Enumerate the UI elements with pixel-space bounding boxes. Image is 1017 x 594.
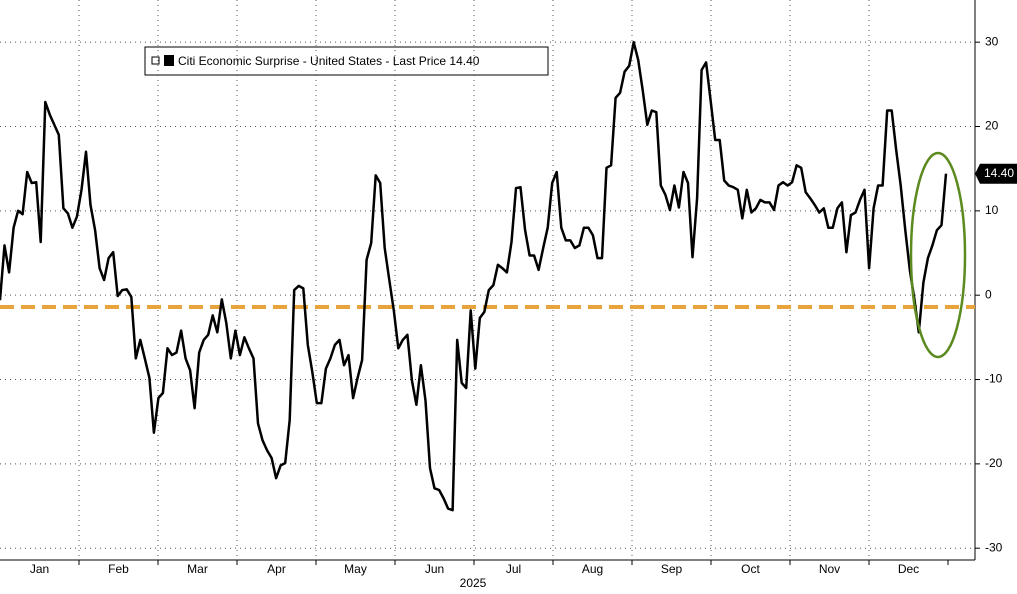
y-tick-label: -20 [985,456,1003,470]
x-tick-label: Nov [819,562,840,576]
annotation-ellipse [909,151,967,359]
last-price-label: 14.40 [984,166,1014,180]
x-tick-label: Jan [30,562,49,576]
legend-box [144,46,549,76]
legend-swatch [164,55,174,66]
legend-icon [151,56,160,65]
year-label: 2025 [460,576,487,590]
x-tick-label: Dec [898,562,919,576]
x-tick-label: Sep [661,562,683,576]
y-tick-label: 20 [985,119,999,133]
x-tick-label: Mar [187,562,208,576]
x-tick-label: Jun [425,562,444,576]
legend-label: Citi Economic Surprise - United States -… [178,54,480,68]
x-tick-label: Oct [741,562,760,576]
y-tick-label: -10 [985,372,1003,386]
y-tick-label: 10 [985,203,999,217]
x-tick-label: May [344,562,367,576]
x-tick-label: Aug [582,562,603,576]
x-tick-label: Feb [108,562,129,576]
y-tick-label: 30 [985,34,999,48]
x-tick-label: Apr [267,562,286,576]
y-tick-label: -30 [985,540,1003,554]
last-price-box [975,163,1017,184]
line-series [0,40,948,512]
x-tick-label: Jul [506,562,521,576]
y-tick-label: 0 [985,287,992,301]
